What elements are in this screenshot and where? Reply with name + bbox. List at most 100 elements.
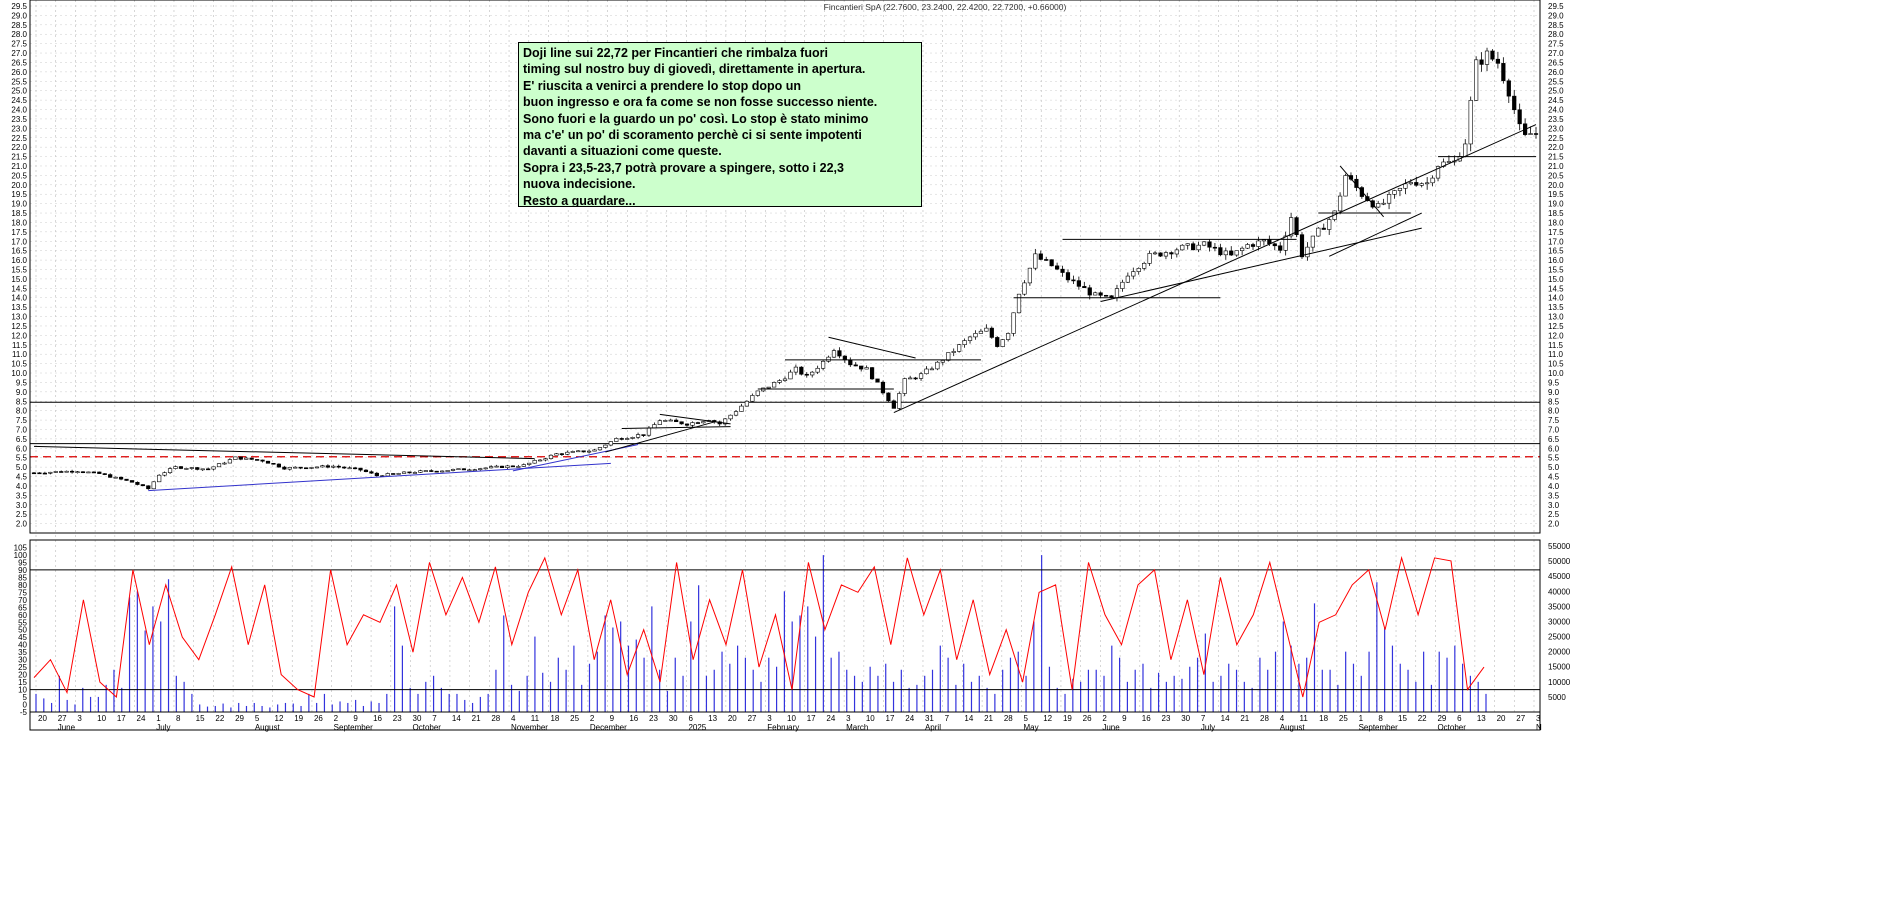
- price-panel-frame: [29, 0, 1541, 534]
- candle-body: [140, 484, 145, 487]
- date-tick-label: 13: [1477, 714, 1486, 723]
- candle-body: [750, 395, 755, 402]
- oscillator-tick-label: 20: [18, 671, 27, 680]
- candle-body: [875, 378, 880, 383]
- candle-body: [1240, 247, 1245, 251]
- candle-body: [211, 466, 216, 470]
- candle-body: [592, 449, 597, 452]
- candle-body: [597, 447, 603, 451]
- candle-body: [64, 470, 69, 473]
- candle-body: [701, 421, 706, 424]
- date-tick-label: 12: [275, 714, 284, 723]
- annotation-line: Resto a guardare...: [523, 193, 636, 207]
- month-label: July: [1201, 723, 1215, 732]
- date-tick-label: 28: [491, 714, 500, 723]
- price-tick-label-left: 24.5: [11, 96, 27, 105]
- candle-body: [1414, 182, 1419, 186]
- candle-body: [1381, 202, 1386, 205]
- date-tick-label: 15: [196, 714, 205, 723]
- candle-body: [810, 371, 815, 376]
- candle-body: [450, 469, 456, 471]
- candle-body: [151, 481, 156, 490]
- candle-body: [1169, 252, 1174, 255]
- price-tick-label-left: 14.5: [11, 284, 27, 293]
- candle-body: [603, 444, 608, 448]
- candle-body: [1131, 271, 1136, 277]
- candle-body: [652, 424, 657, 429]
- candle-body: [1060, 268, 1065, 273]
- candle-body: [793, 366, 798, 373]
- price-tick-label-right: 10.0: [1548, 369, 1564, 378]
- price-tick-label-left: 4.5: [16, 473, 28, 482]
- date-tick-label: 18: [1319, 714, 1328, 723]
- date-tick-label: 30: [413, 714, 422, 723]
- candle-body: [385, 473, 390, 477]
- candle-body: [1392, 190, 1397, 195]
- volume-bars: [35, 555, 1487, 712]
- candle-body: [1310, 235, 1315, 248]
- price-tick-label-left: 16.0: [11, 256, 27, 265]
- candle-body: [418, 470, 423, 473]
- price-tick-label-left: 11.0: [12, 350, 28, 359]
- candle-body: [461, 468, 467, 471]
- month-label: December: [590, 723, 627, 732]
- candle-body: [200, 468, 205, 471]
- candle-body: [820, 360, 826, 369]
- candle-body: [744, 400, 750, 407]
- trendline: [1100, 227, 1422, 302]
- candle-body: [129, 480, 135, 483]
- date-tick-label: 16: [373, 714, 382, 723]
- date-tick-label: 27: [748, 714, 757, 723]
- price-tick-label-right: 25.0: [1548, 87, 1564, 96]
- price-tick-label-right: 17.0: [1548, 237, 1564, 246]
- price-tick-label-left: 7.5: [16, 416, 28, 425]
- oscillator-tick-label: 5: [23, 693, 28, 702]
- price-tick-label-right: 5.0: [1548, 463, 1560, 472]
- candle-body: [1142, 263, 1147, 269]
- candle-body: [1087, 287, 1092, 296]
- price-tick-label-left: 13.5: [11, 303, 27, 312]
- candle-body: [1033, 253, 1038, 269]
- candle-body: [576, 450, 581, 453]
- price-tick-label-right: 9.5: [1548, 378, 1560, 387]
- candle-body: [1071, 279, 1076, 282]
- candle-body: [1261, 239, 1266, 242]
- price-tick-label-right: 23.0: [1548, 124, 1564, 133]
- date-tick-label: 6: [1457, 714, 1462, 723]
- price-tick-label-left: 24.0: [11, 106, 27, 115]
- candle-body: [646, 427, 652, 436]
- oscillator-tick-label: 25: [18, 663, 27, 672]
- price-tick-label-left: 5.5: [16, 454, 28, 463]
- annotation-line: ma c'e' un po' di scoramento perchè ci s…: [523, 128, 862, 143]
- candle-body: [293, 466, 298, 469]
- price-tick-label-left: 9.5: [16, 378, 28, 387]
- candle-body: [1163, 252, 1169, 257]
- date-tick-label: 20: [1497, 714, 1506, 723]
- candle-body: [957, 344, 962, 352]
- price-tick-label-left: 6.0: [16, 444, 28, 453]
- candle-body: [1065, 272, 1071, 281]
- date-tick-label: 8: [176, 714, 181, 723]
- candle-body: [1093, 292, 1098, 296]
- candle-body: [554, 453, 559, 456]
- price-tick-label-right: 13.0: [1548, 313, 1564, 322]
- candle-body: [494, 465, 499, 468]
- oscillator-tick-label: 50: [18, 626, 27, 635]
- candle-body: [167, 468, 173, 473]
- candle-body: [195, 467, 200, 470]
- price-tick-label-right: 6.0: [1548, 444, 1560, 453]
- candle-body: [869, 367, 875, 380]
- price-tick-label-right: 16.5: [1548, 247, 1564, 256]
- date-tick-label: 14: [452, 714, 461, 723]
- oscillator-tick-label: 40: [18, 641, 27, 650]
- candle-body: [527, 462, 532, 465]
- date-tick-label: 16: [1142, 714, 1151, 723]
- price-tick-label-left: 23.5: [11, 115, 27, 124]
- candle-body: [80, 471, 86, 474]
- candle-body: [924, 368, 929, 375]
- price-tick-label-left: 19.5: [11, 190, 27, 199]
- price-tick-label-right: 2.0: [1548, 520, 1560, 529]
- candle-body: [423, 470, 428, 472]
- candle-body: [1289, 217, 1294, 237]
